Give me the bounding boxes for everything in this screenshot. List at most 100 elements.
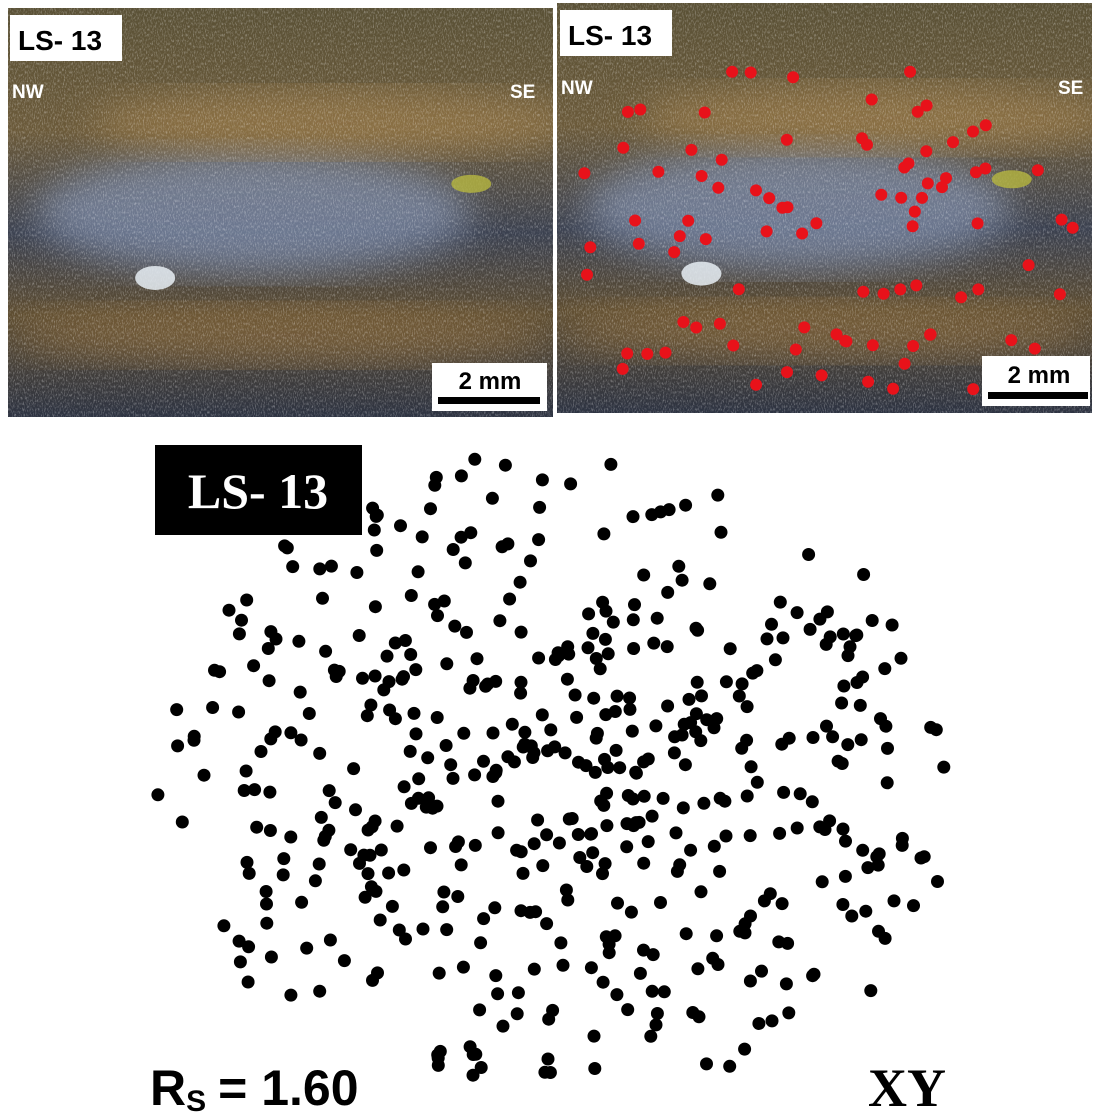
fry-point [724, 642, 737, 655]
fry-point [553, 837, 566, 850]
fry-point [764, 887, 777, 900]
fry-point [837, 823, 850, 836]
fry-point [319, 645, 332, 658]
fry-point [270, 633, 283, 646]
fry-point [564, 477, 577, 490]
fry-point [738, 1043, 751, 1056]
fry-point [633, 816, 646, 829]
fry-point [777, 786, 790, 799]
ratio-value: = 1.60 [218, 1060, 358, 1115]
grain-marker [682, 215, 694, 227]
fry-point [695, 885, 708, 898]
fry-point [260, 885, 273, 898]
grain-marker [907, 220, 919, 232]
fry-point [295, 896, 308, 909]
grain-marker [1056, 214, 1068, 226]
fry-point [807, 731, 820, 744]
fry-point [802, 548, 815, 561]
fry-point [580, 860, 593, 873]
grain-marker [916, 192, 928, 204]
fry-point [670, 826, 683, 839]
fry-point [375, 844, 388, 857]
fry-point [820, 720, 833, 733]
grain-marker [831, 328, 843, 340]
scale-bar [988, 392, 1088, 399]
fry-point [250, 821, 263, 834]
fry-point [431, 711, 444, 724]
fry-point [486, 770, 499, 783]
fry-point [611, 897, 624, 910]
fry-point [663, 503, 676, 516]
fry-point [856, 671, 869, 684]
fry-point [532, 652, 545, 665]
fry-point [303, 707, 316, 720]
fry-point [844, 640, 857, 653]
grain-marker [887, 383, 899, 395]
fry-point [440, 657, 453, 670]
fry-point [430, 471, 443, 484]
grain-marker [972, 283, 984, 295]
fry-point [601, 761, 614, 774]
fry-point [240, 765, 253, 778]
fry-point [525, 739, 538, 752]
fry-point [700, 1057, 713, 1070]
fry-point [405, 589, 418, 602]
grain-marker [781, 134, 793, 146]
grain-marker [904, 66, 916, 78]
fry-point [493, 614, 506, 627]
ratio-subscript: S [186, 1085, 206, 1115]
fry-point [658, 985, 671, 998]
fry-point [437, 886, 450, 899]
fry-point [741, 700, 754, 713]
grain-marker [622, 106, 634, 118]
plane-label: XY [868, 1058, 946, 1115]
fry-point [864, 984, 877, 997]
fry-point [368, 524, 381, 537]
fry-point [369, 670, 382, 683]
fry-point [417, 923, 430, 936]
fry-point [188, 730, 201, 743]
fry-point [455, 858, 468, 871]
fry-point [624, 703, 637, 716]
fry-point [561, 894, 574, 907]
fry-point [673, 858, 686, 871]
fry-point [198, 769, 211, 782]
grain-marker [895, 192, 907, 204]
fry-point [433, 967, 446, 980]
grain-marker [727, 340, 739, 352]
fry-point [599, 708, 612, 721]
scale-label: 2 mm [1008, 362, 1071, 389]
fry-point [323, 784, 336, 797]
fry-point [473, 1003, 486, 1016]
grain-marker [787, 71, 799, 83]
fry-point [170, 703, 183, 716]
fry-point [937, 761, 950, 774]
fry-point [845, 910, 858, 923]
fry-point [431, 609, 444, 622]
grain-marker [970, 166, 982, 178]
fry-point [561, 673, 574, 686]
grain-marker [1005, 334, 1017, 346]
grain-marker [584, 241, 596, 253]
fry-point [356, 672, 369, 685]
fry-point [232, 706, 245, 719]
fry-point [839, 835, 852, 848]
fry-point [263, 786, 276, 799]
fry-point [510, 844, 523, 857]
fry-point [281, 541, 294, 554]
fry-point [421, 751, 434, 764]
fry-point [590, 652, 603, 665]
fry-point [582, 641, 595, 654]
fry-point [637, 755, 650, 768]
fry-point [233, 935, 246, 948]
fry-point [468, 768, 481, 781]
fry-point [317, 834, 330, 847]
fry-point [489, 969, 502, 982]
fry-point [627, 793, 640, 806]
grain-marker [660, 347, 672, 359]
fry-point [497, 1020, 510, 1033]
fry-point [460, 626, 473, 639]
clast [451, 175, 491, 193]
fry-point [338, 954, 351, 967]
fry-point [607, 616, 620, 629]
